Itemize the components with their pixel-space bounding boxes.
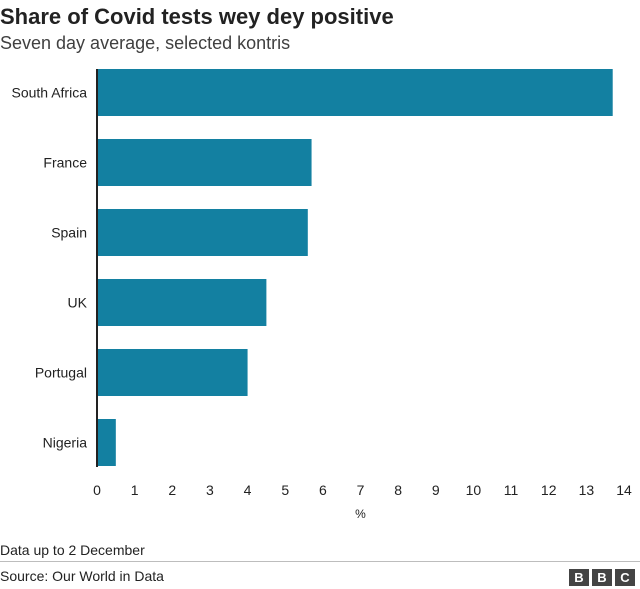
- footer-divider: [0, 561, 640, 562]
- bar-portugal: [97, 349, 248, 396]
- category-labels: South Africa France Spain UK Portugal Nigeria: [12, 85, 88, 451]
- x-tick-label: 8: [394, 482, 402, 498]
- data-note: Data up to 2 December: [0, 542, 145, 558]
- x-tick-label: 1: [131, 482, 139, 498]
- bar-south-africa: [97, 69, 613, 116]
- x-tick-label: 9: [432, 482, 440, 498]
- bar-france: [97, 139, 312, 186]
- x-tick-label: 11: [504, 482, 519, 498]
- bars-group: [97, 69, 613, 466]
- category-label: South Africa: [12, 85, 88, 101]
- bar-nigeria: [97, 419, 116, 466]
- x-tick-label: 0: [93, 482, 101, 498]
- category-label: UK: [68, 295, 88, 311]
- x-tick-label: 7: [357, 482, 365, 498]
- logo-letter: C: [615, 569, 635, 586]
- chart-subtitle: Seven day average, selected kontris: [0, 33, 291, 53]
- x-tick-labels: 0 1 2 3 4 5 6 7 8 9 10 11 12 13 14: [93, 482, 632, 498]
- x-tick-label: 14: [616, 482, 632, 498]
- logo-letter: B: [592, 569, 612, 586]
- bbc-logo: B B C: [569, 569, 635, 586]
- category-label: France: [43, 155, 87, 171]
- x-tick-label: 12: [541, 482, 557, 498]
- x-tick-label: 13: [579, 482, 595, 498]
- chart-title: Share of Covid tests wey dey positive: [0, 4, 394, 29]
- logo-letter: B: [569, 569, 589, 586]
- x-tick-label: 6: [319, 482, 327, 498]
- bar-spain: [97, 209, 308, 256]
- bar-uk: [97, 279, 267, 326]
- x-tick-label: 2: [168, 482, 176, 498]
- category-label: Spain: [51, 225, 87, 241]
- category-label: Nigeria: [43, 435, 88, 451]
- x-tick-label: 4: [244, 482, 252, 498]
- x-axis-label: %: [355, 507, 366, 521]
- x-tick-label: 5: [281, 482, 289, 498]
- x-tick-label: 3: [206, 482, 214, 498]
- category-label: Portugal: [35, 365, 87, 381]
- x-tick-label: 10: [466, 482, 482, 498]
- bar-chart: South Africa France Spain UK Portugal Nigeria…: [12, 69, 632, 521]
- source-text: Source: Our World in Data: [0, 568, 164, 584]
